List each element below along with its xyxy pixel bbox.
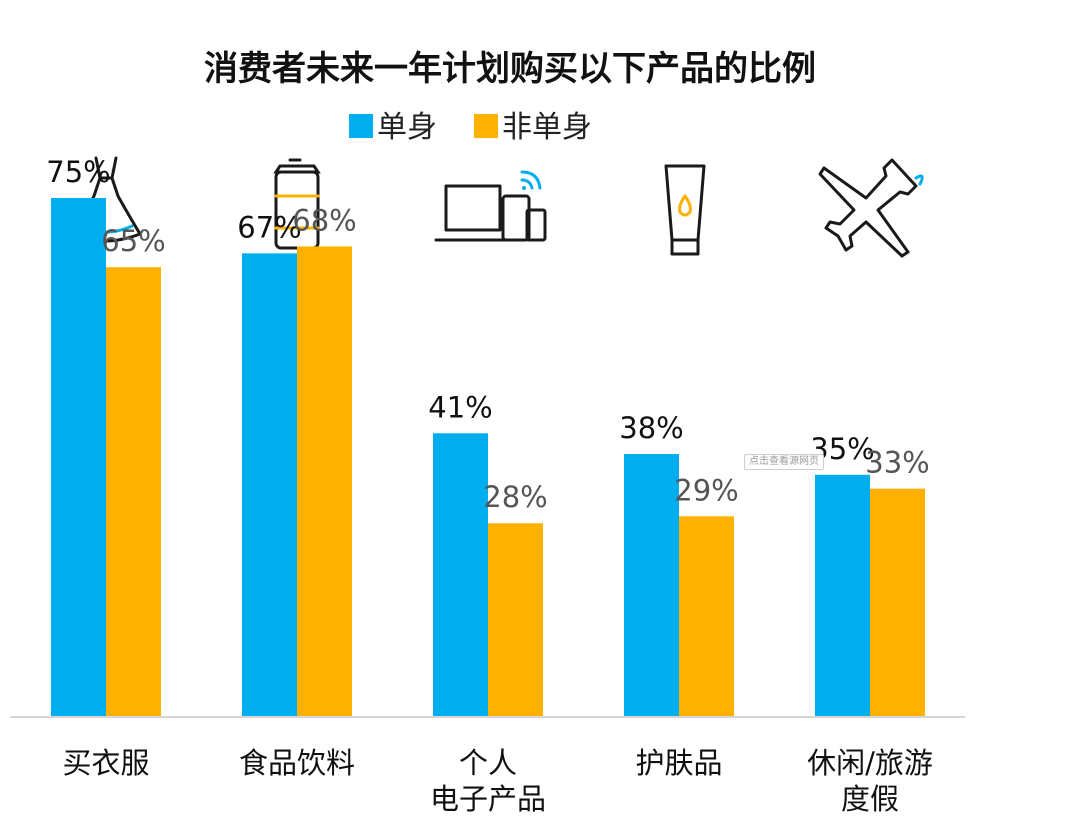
legend-swatch-non-single (474, 114, 498, 138)
view-source-badge[interactable]: 点击查看源网页 (744, 454, 824, 470)
value-label-non-single-4: 33% (865, 446, 929, 480)
bar-non-single-1 (297, 246, 352, 717)
bar-single-4 (815, 474, 870, 717)
category-label-3: 护肤品 (635, 746, 722, 780)
bar-single-3 (624, 454, 679, 717)
category-label-1: 食品饮料 (239, 746, 355, 780)
category-label-2-line-0: 个人 (459, 746, 517, 780)
value-label-single-0: 75% (46, 155, 110, 189)
value-label-single-3: 38% (619, 411, 683, 445)
value-label-non-single-2: 28% (483, 480, 547, 514)
skincare-tube-icon (664, 164, 706, 256)
legend-label-non-single: 非单身 (502, 110, 592, 145)
bar-non-single-0 (106, 267, 161, 717)
value-label-single-1: 67% (237, 210, 301, 244)
bar-single-2 (433, 433, 488, 717)
value-label-non-single-1: 68% (292, 203, 356, 237)
category-label-4-line-1: 度假 (841, 782, 899, 816)
value-label-non-single-3: 29% (674, 473, 738, 507)
legend-label-single: 单身 (377, 110, 437, 145)
value-label-single-2: 41% (428, 390, 492, 424)
bar-non-single-4 (870, 488, 925, 717)
bar-non-single-3 (679, 516, 734, 717)
bar-non-single-2 (488, 523, 543, 717)
category-label-2-line-1: 电子产品 (430, 782, 546, 816)
bar-single-1 (242, 253, 297, 718)
bars (51, 198, 925, 718)
category-label-4-line-0: 休闲/旅游 (807, 746, 933, 780)
chart-title: 消费者未来一年计划购买以下产品的比例 (204, 49, 816, 89)
category-label-0: 买衣服 (62, 746, 149, 780)
legend-swatch-single (349, 114, 373, 138)
airplane-icon (818, 158, 924, 258)
value-labels: 75%65% 67%68%41%28%38%29%35%33% (46, 155, 929, 514)
legend: 单身 非单身 (349, 110, 592, 145)
bar-single-0 (51, 198, 106, 717)
value-label-non-single-0: 65% (101, 224, 165, 258)
electronic-devices-icon (434, 170, 547, 242)
